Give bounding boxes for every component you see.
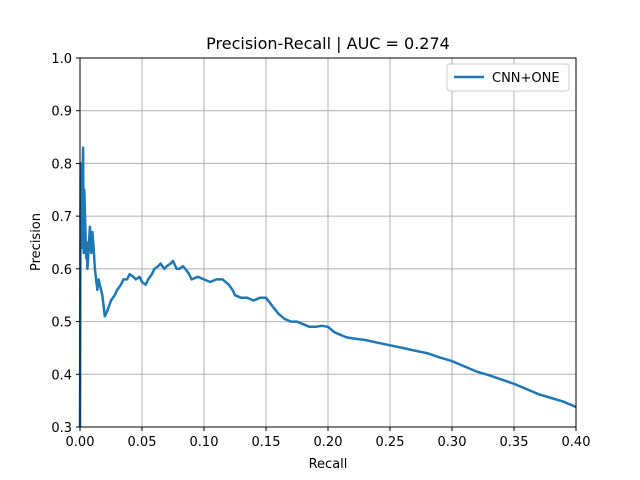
legend-box bbox=[446, 63, 570, 92]
x-axis-ticks: 0.00 0.05 0.10 0.15 0.20 0.25 0.30 0.35 0.40 bbox=[66, 427, 591, 450]
x-tick-label: 0.20 bbox=[314, 435, 343, 450]
legend: CNN+ONE bbox=[446, 63, 570, 92]
x-tick-label: 0.30 bbox=[438, 435, 467, 450]
y-tick-label: 0.8 bbox=[51, 157, 72, 172]
series-layer bbox=[78, 146, 577, 428]
x-tick-label: 0.00 bbox=[66, 435, 95, 450]
x-tick-label: 0.15 bbox=[252, 435, 281, 450]
y-tick-label: 1.0 bbox=[51, 52, 72, 67]
y-tick-label: 0.4 bbox=[51, 368, 72, 383]
legend-label: CNN+ONE bbox=[492, 71, 560, 86]
y-axis-ticks: 0.3 0.4 0.5 0.6 0.7 0.8 0.9 1.0 bbox=[51, 52, 80, 436]
x-axis-label: Recall bbox=[309, 457, 348, 472]
y-axis-label: Precision bbox=[29, 213, 44, 271]
x-tick-label: 0.35 bbox=[500, 435, 529, 450]
y-tick-label: 0.5 bbox=[51, 316, 72, 331]
series-line-cnn-one bbox=[78, 146, 577, 428]
x-tick-label: 0.25 bbox=[376, 435, 405, 450]
x-tick-label: 0.05 bbox=[128, 435, 157, 450]
y-tick-label: 0.3 bbox=[51, 421, 72, 436]
chart-title: Precision-Recall | AUC = 0.274 bbox=[206, 34, 450, 53]
y-tick-label: 0.6 bbox=[51, 263, 72, 278]
y-tick-label: 0.9 bbox=[51, 105, 72, 120]
x-tick-label: 0.40 bbox=[562, 435, 591, 450]
x-tick-label: 0.10 bbox=[190, 435, 219, 450]
y-tick-label: 0.7 bbox=[51, 210, 72, 225]
